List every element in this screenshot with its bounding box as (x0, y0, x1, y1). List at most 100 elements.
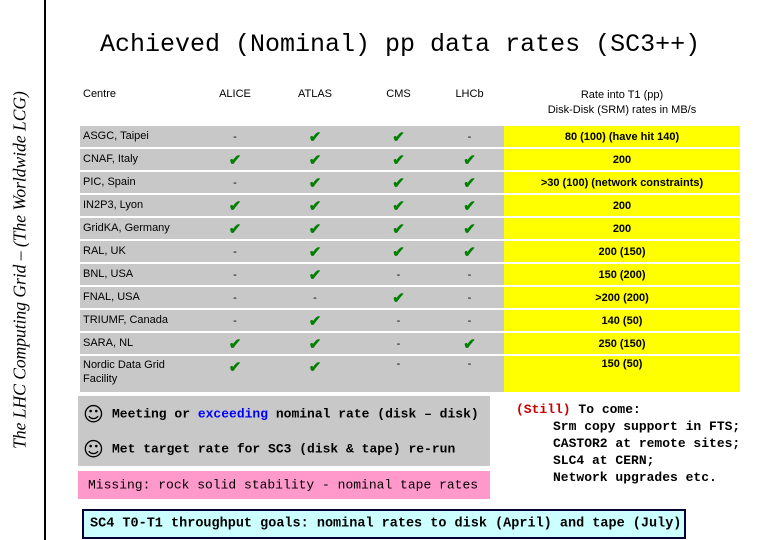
to-come-label: To come: (570, 402, 641, 417)
check-icon: ✔ (308, 128, 322, 146)
rate-cell: 200 (504, 149, 740, 170)
lhcb-cell: - (435, 356, 504, 392)
table-row: CNAF, Italy ✔ ✔ ✔ ✔ 200 (80, 149, 740, 170)
alice-cell: ✔ (202, 149, 268, 170)
check-icon: ✔ (392, 151, 405, 169)
meeting-rate-bullet: ☺ Meeting or exceeding nominal rate (dis… (78, 396, 490, 432)
header-atlas: ATLAS (297, 88, 333, 100)
table-row: ASGC, Taipei - ✔ ✔ - 80 (100) (have hit 140) (80, 126, 740, 147)
dash-mark: - (396, 358, 401, 370)
rate-cell: 140 (50) (504, 310, 740, 331)
missing-bullet: Missing: rock solid stability - nominal … (78, 471, 490, 499)
header-alice: ALICE (219, 88, 251, 100)
to-come-list: (Still) To come: Srm copy support in FTS… (516, 401, 740, 486)
cms-cell: - (362, 264, 435, 285)
check-icon: ✔ (463, 335, 476, 353)
rate-cell: >30 (100) (network constraints) (504, 172, 740, 193)
lhcb-cell: - (435, 126, 504, 147)
header-rate: Rate into T1 (pp) Disk-Disk (SRM) rates … (504, 82, 740, 124)
alice-cell: ✔ (202, 195, 268, 216)
dash-mark: - (233, 314, 237, 327)
dash-mark: - (467, 358, 472, 370)
check-icon: ✔ (392, 197, 405, 215)
sc4-goal-text: SC4 T0-T1 throughput goals: nominal rate… (90, 516, 682, 532)
check-icon: ✔ (308, 243, 322, 261)
missing-text: Missing: rock solid stability - nominal … (88, 477, 479, 493)
alice-cell: ✔ (202, 333, 268, 354)
check-icon: ✔ (392, 128, 405, 146)
rate-cell: 200 (150) (504, 241, 740, 262)
rate-cell: 150 (200) (504, 264, 740, 285)
check-icon: ✔ (228, 220, 242, 238)
cms-cell: ✔ (362, 241, 435, 262)
check-icon: ✔ (308, 312, 322, 330)
atlas-cell: ✔ (268, 264, 362, 285)
meeting-pre: Meeting or (112, 406, 198, 422)
cms-cell: - (362, 333, 435, 354)
check-icon: ✔ (392, 289, 405, 307)
check-icon: ✔ (463, 174, 476, 192)
alice-cell: - (202, 264, 268, 285)
atlas-cell: ✔ (268, 218, 362, 239)
centre-cell: GridKA, Germany (80, 218, 202, 239)
alice-cell: ✔ (202, 356, 268, 392)
meeting-post: nominal rate (disk – disk) (268, 406, 479, 422)
alice-cell: - (202, 287, 268, 308)
header-cms: CMS (386, 88, 411, 100)
centre-name-line1: Nordic Data Grid (83, 359, 165, 371)
dash-mark: - (233, 268, 237, 281)
rate-cell: 150 (50) (504, 356, 740, 392)
dash-mark: - (233, 130, 237, 143)
check-icon: ✔ (228, 197, 242, 215)
met-target-bullet: ☺ Met target rate for SC3 (disk & tape) … (78, 432, 490, 466)
centre-cell: PIC, Spain (80, 172, 202, 193)
centre-cell: IN2P3, Lyon (80, 195, 202, 216)
meeting-rate-text: Meeting or exceeding nominal rate (disk … (112, 407, 479, 422)
rate-cell: >200 (200) (504, 287, 740, 308)
table-row: TRIUMF, Canada - ✔ - - 140 (50) (80, 310, 740, 331)
check-icon: ✔ (228, 335, 242, 353)
lhcb-cell: ✔ (435, 149, 504, 170)
centre-name-line2: Facility (83, 373, 118, 385)
table-row: Nordic Data Grid Facility ✔ ✔ - - 150 (50) (80, 356, 740, 392)
check-icon: ✔ (463, 151, 476, 169)
lhcb-cell: - (435, 310, 504, 331)
side-title-text: The LHC Computing Grid – (The Worldwide … (9, 91, 30, 449)
sc4-goal-banner: SC4 T0-T1 throughput goals: nominal rate… (82, 509, 686, 539)
header-rate-line1: Rate into T1 (pp) (580, 89, 664, 101)
page-title: Achieved (Nominal) pp data rates (SC3++) (100, 30, 701, 59)
dash-mark: - (233, 176, 237, 189)
dash-mark: - (396, 314, 401, 327)
lhcb-cell: - (435, 264, 504, 285)
table-row: RAL, UK - ✔ ✔ ✔ 200 (150) (80, 241, 740, 262)
to-come-item: Srm copy support in FTS; (553, 419, 741, 434)
table-row: GridKA, Germany ✔ ✔ ✔ ✔ 200 (80, 218, 740, 239)
check-icon: ✔ (463, 220, 476, 238)
to-come-item: SLC4 at CERN; (553, 453, 655, 468)
table-row: IN2P3, Lyon ✔ ✔ ✔ ✔ 200 (80, 195, 740, 216)
centre-cell: SARA, NL (80, 333, 202, 354)
alice-cell: - (202, 172, 268, 193)
atlas-cell: ✔ (268, 172, 362, 193)
atlas-cell: ✔ (268, 356, 362, 392)
smiley-icon: ☺ (83, 437, 104, 461)
table-header-row: Centre ALICE ATLAS CMS LHCb Rate into T1… (80, 82, 740, 124)
atlas-cell: - (268, 287, 362, 308)
alice-cell: - (202, 126, 268, 147)
cms-cell: ✔ (362, 126, 435, 147)
centre-cell: BNL, USA (80, 264, 202, 285)
atlas-cell: ✔ (268, 241, 362, 262)
check-icon: ✔ (308, 174, 322, 192)
atlas-cell: ✔ (268, 126, 362, 147)
centre-cell: ASGC, Taipei (80, 126, 202, 147)
to-come-heading: (Still) To come: (516, 401, 740, 418)
side-divider (44, 0, 46, 540)
atlas-cell: ✔ (268, 149, 362, 170)
check-icon: ✔ (308, 220, 322, 238)
meeting-highlight: exceeding (197, 406, 269, 422)
table-row: PIC, Spain - ✔ ✔ ✔ >30 (100) (network constra… (80, 172, 740, 193)
cms-cell: ✔ (362, 149, 435, 170)
dash-mark: - (396, 268, 401, 281)
cms-cell: ✔ (362, 287, 435, 308)
rate-cell: 200 (504, 218, 740, 239)
